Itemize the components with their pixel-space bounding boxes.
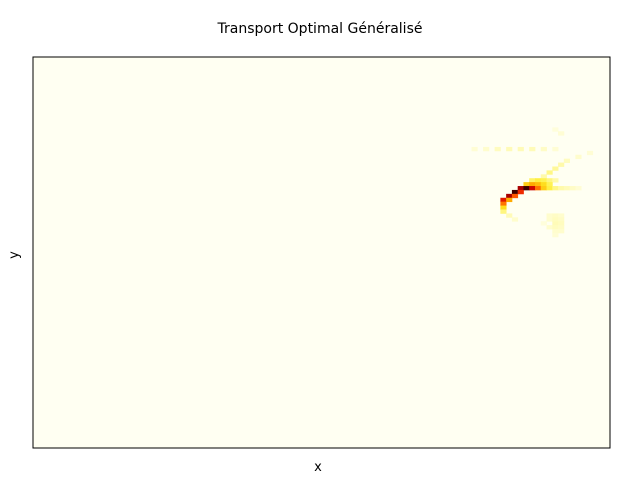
heatmap-cell [552, 225, 559, 230]
heatmap-cell [523, 182, 530, 187]
heatmap-cell [500, 201, 507, 206]
heatmap-cell [552, 146, 559, 152]
heatmap-cell [529, 178, 536, 183]
heatmap-cell [511, 193, 519, 199]
heatmap-cell [540, 186, 547, 191]
heatmap-cell [552, 127, 559, 132]
heatmap-cell [546, 213, 553, 218]
heatmap-cell [558, 229, 565, 234]
heatmap-cell [558, 131, 565, 136]
heatmap-cell [575, 154, 582, 160]
heatmap-cell [563, 186, 571, 191]
heatmap-cell [517, 189, 524, 195]
heatmap-cell [506, 213, 513, 218]
heatmap-cell [552, 229, 559, 234]
heatmap-cell [529, 182, 536, 187]
heatmap-cell [552, 232, 559, 238]
heatmap-cell [511, 217, 519, 222]
heatmap-cell [517, 146, 524, 152]
heatmap-cell [586, 150, 594, 156]
heatmap-cell [569, 186, 576, 191]
heatmap-cell [546, 178, 553, 183]
heatmap-cell [500, 209, 507, 214]
heatmap-cell [500, 205, 507, 210]
heatmap-cell [534, 182, 542, 187]
heatmap-cell [540, 178, 547, 183]
heatmap-cell [575, 186, 582, 191]
heatmap-cell [471, 146, 478, 152]
heatmap-cells [471, 127, 594, 238]
heatmap-cell [534, 186, 542, 191]
heatmap-cell [558, 225, 565, 230]
heatmap-cell [552, 186, 559, 191]
heatmap-cell [558, 221, 565, 226]
heatmap-cell [540, 146, 547, 152]
heatmap-cell [494, 146, 501, 152]
heatmap-cell [552, 166, 559, 171]
heatmap-cell [540, 221, 547, 226]
heatmap-cell [483, 146, 490, 152]
heatmap-cell [546, 217, 553, 222]
chart-title: Transport Optimal Généralisé [217, 21, 423, 37]
heatmap-cell [563, 158, 571, 163]
heatmap-cell [546, 225, 553, 230]
heatmap-cell [546, 186, 553, 191]
heatmap-cell [558, 213, 565, 218]
heatmap-cell [558, 217, 565, 222]
heatmap-cell [552, 178, 559, 183]
plot-frame [32, 56, 611, 449]
heatmap-cell [552, 213, 559, 218]
heatmap-cell [540, 174, 547, 179]
heatmap-cell [558, 162, 565, 167]
heatmap-cell [540, 182, 547, 187]
heatmap-cell [506, 146, 513, 152]
heatmap-cell [517, 186, 524, 191]
heatmap-cell [506, 197, 513, 203]
heatmap-cell [500, 197, 507, 203]
y-axis-label: y [7, 251, 22, 259]
heatmap-cell [523, 186, 530, 191]
heatmap-cell [546, 182, 553, 187]
heatmap-cell [529, 186, 536, 191]
plot-area [32, 56, 611, 449]
heatmap-cell [529, 146, 536, 152]
heatmap-cell [506, 193, 513, 199]
x-axis-label: x [314, 460, 322, 475]
heatmap-cell [546, 170, 553, 175]
heatmap-cell [552, 221, 559, 226]
heatmap-cell [511, 189, 519, 195]
heatmap-cell [552, 217, 559, 222]
heatmap-cell [534, 178, 542, 183]
heatmap-cell [558, 186, 565, 191]
plot-background [33, 57, 610, 448]
